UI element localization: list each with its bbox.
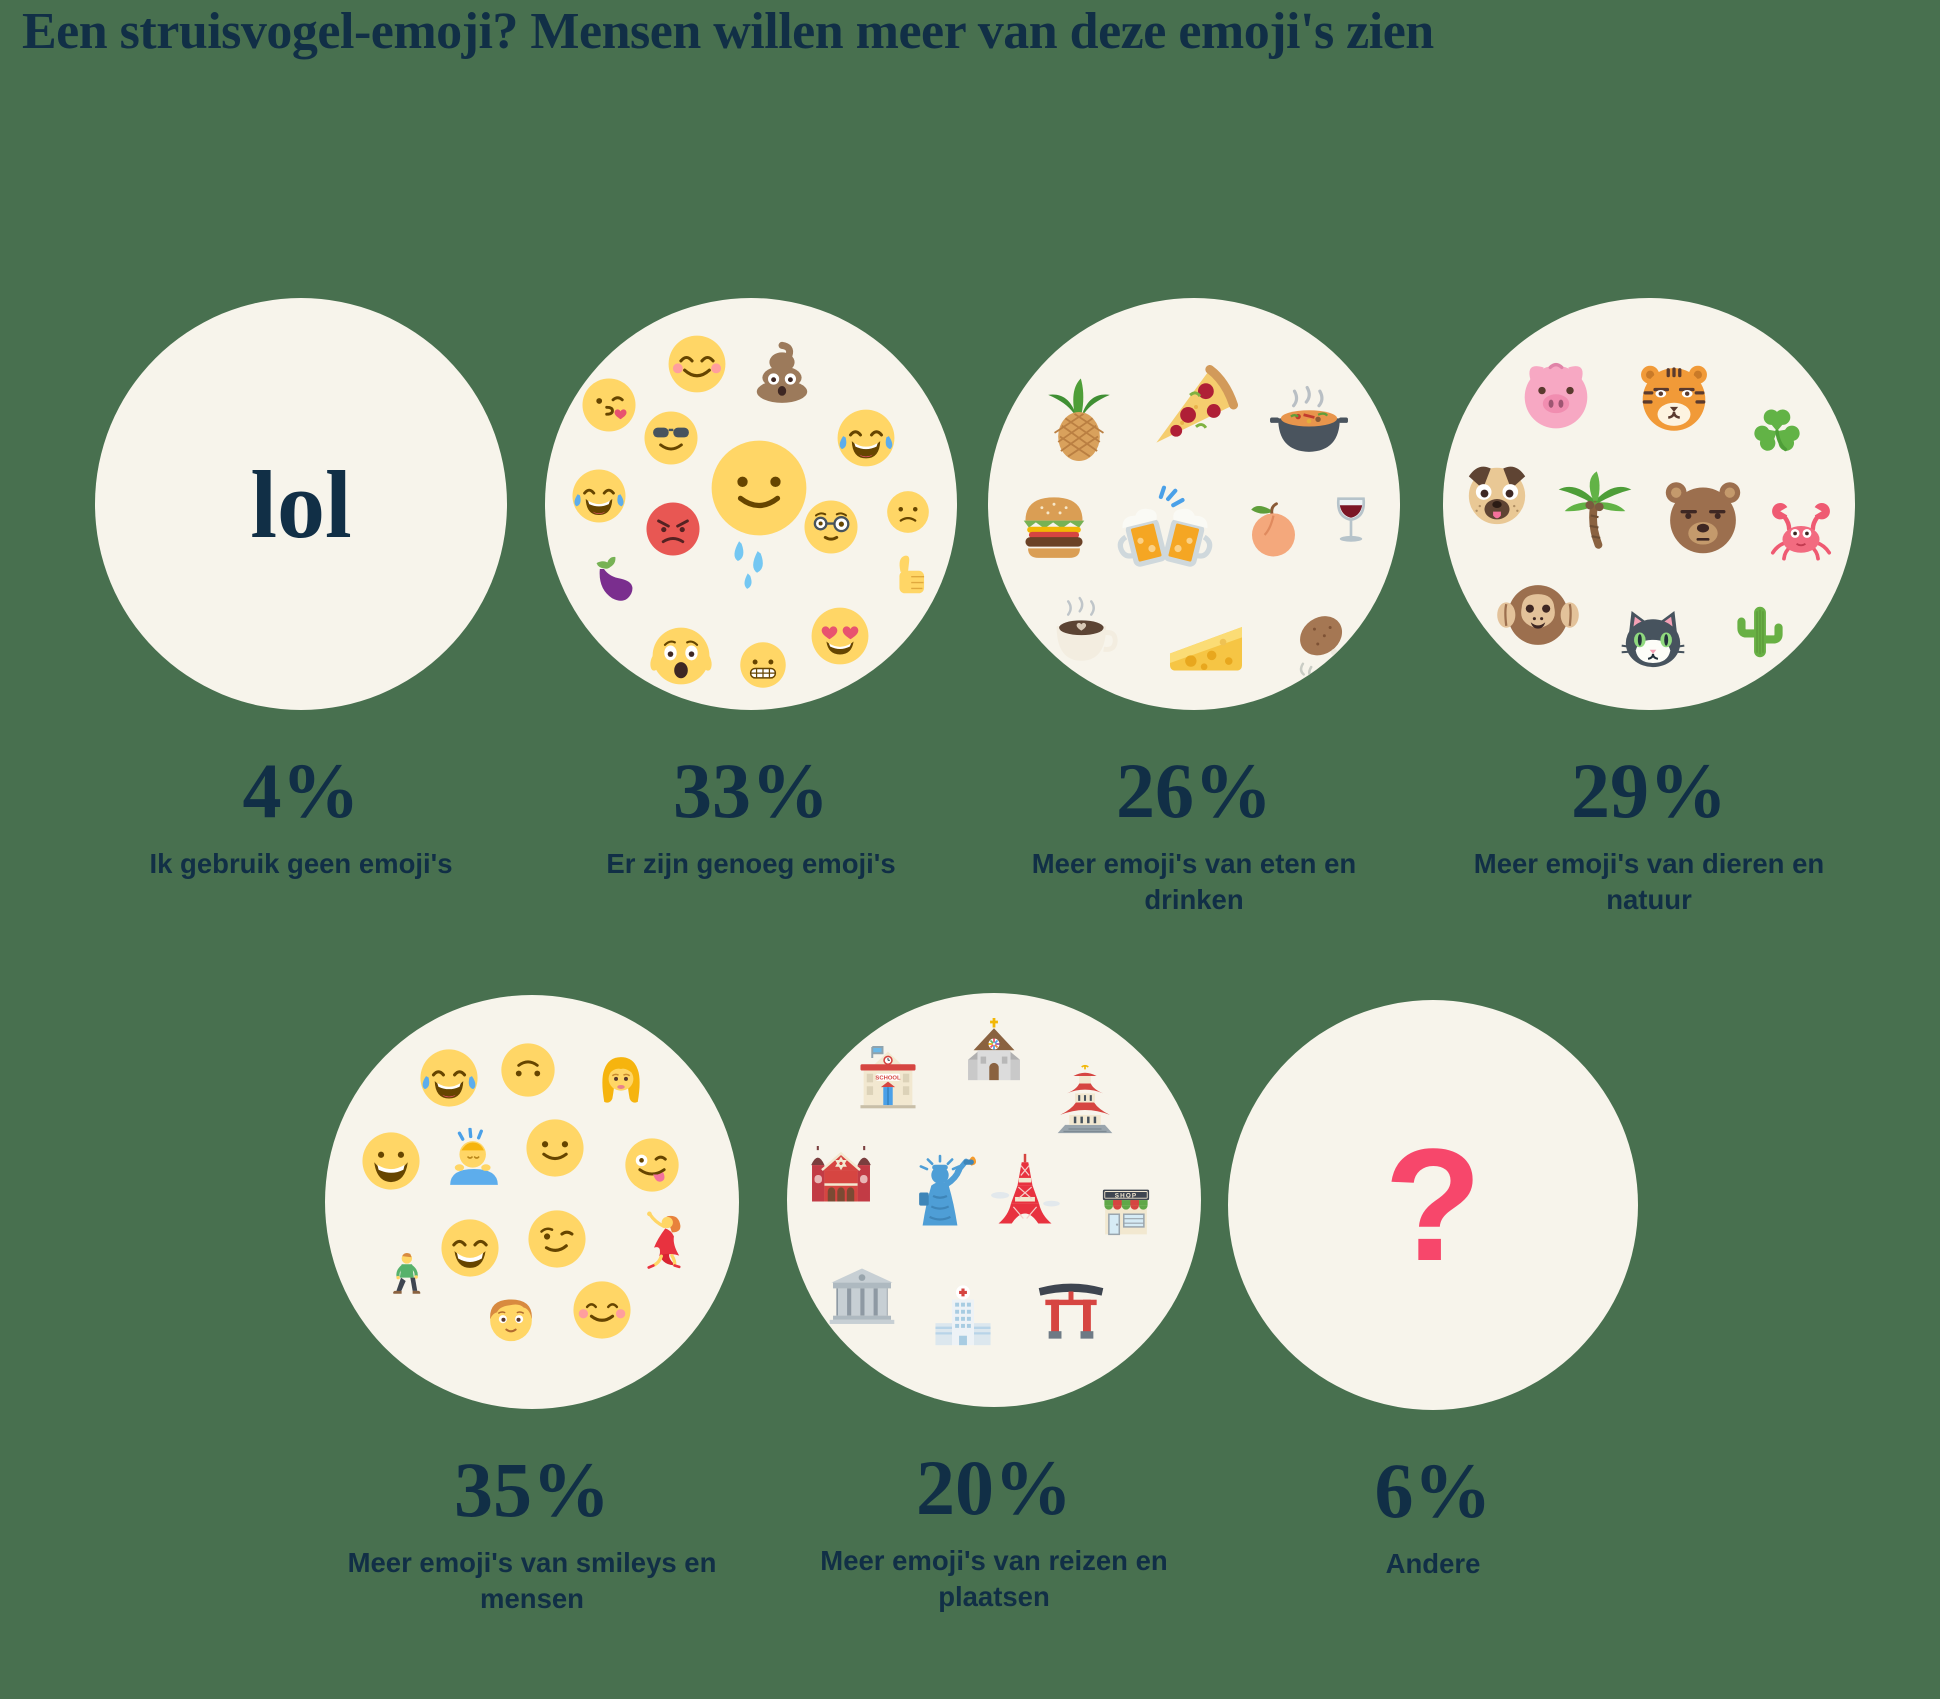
upside-down-face-icon (499, 1041, 557, 1099)
blond-woman-icon (590, 1051, 652, 1113)
pug-dog-face-icon (1457, 452, 1535, 530)
figure-dieren-natuur: 29% Meer emoji's van dieren en natuur (1443, 298, 1855, 917)
clinking-beer-mugs-icon (1114, 481, 1217, 584)
man-walking-icon (379, 1248, 437, 1306)
palm-tree-icon (1552, 469, 1639, 556)
face-with-tears-of-joy-icon (418, 1047, 480, 1109)
bear-face-icon (1659, 473, 1746, 560)
emoji-circle: SCHOOL SHOP (787, 993, 1201, 1407)
person-bowing-icon (441, 1127, 507, 1193)
hamburger-icon (1011, 481, 1098, 568)
crab-icon (1764, 492, 1838, 566)
hospital-icon (924, 1281, 1003, 1360)
statue-of-liberty-icon (897, 1152, 984, 1239)
thumbs-up-icon (881, 547, 935, 601)
grinning-face-icon (360, 1130, 422, 1192)
figure-geen-emoji: lol 4% Ik gebruik geen emoji's (95, 298, 507, 882)
figure-andere: ? 6% Andere (1228, 1000, 1638, 1582)
wine-glass-icon (1318, 492, 1384, 558)
percent-label: 33% (673, 747, 829, 834)
pizza-slice-icon (1145, 360, 1244, 459)
pile-of-poo-icon (747, 337, 817, 407)
caption-label: Meer emoji's van reizen en plaatsen (820, 1544, 1168, 1612)
angry-face-icon (644, 500, 702, 558)
figure-smileys-mensen: 35% Meer emoji's van smileys en mensen (325, 995, 739, 1616)
smiling-face-blush-icon (667, 333, 729, 395)
cheese-wedge-icon (1159, 597, 1254, 692)
page-title: Een struisvogel-emoji? Mensen willen mee… (22, 3, 1434, 60)
nerd-face-icon (802, 498, 860, 556)
question-mark: ? (1384, 1115, 1482, 1294)
face-screaming-in-fear-icon (650, 626, 712, 688)
cactus-icon (1723, 595, 1797, 669)
figure-eten-drinken: 26% Meer emoji's van eten en drinken (988, 298, 1400, 917)
percent-label: 26% (1116, 747, 1272, 834)
emoji-circle: lol (95, 298, 507, 710)
caption-label: Er zijn genoeg emoji's (606, 847, 896, 879)
eggplant-icon (578, 549, 644, 615)
slightly-frowning-face-icon (885, 490, 930, 535)
school-icon: SCHOOL (849, 1041, 928, 1120)
pig-face-icon (1515, 352, 1597, 434)
percent-label: 6% (1374, 1447, 1492, 1534)
smiling-face-sunglasses-icon (642, 409, 700, 467)
caption-label: Meer emoji's van smileys en mensen (347, 1546, 717, 1614)
emoji-circle (545, 298, 957, 710)
caption-label: Meer emoji's van dieren en natuur (1473, 847, 1825, 915)
woman-dancing-icon (627, 1210, 693, 1276)
percent-label: 35% (454, 1446, 610, 1533)
hot-beverage-icon (1042, 595, 1124, 677)
slightly-smiling-face-icon (708, 436, 811, 539)
hear-no-evil-monkey-icon (1492, 570, 1583, 661)
grimacing-face-icon (739, 640, 788, 689)
cat-face-icon (1612, 603, 1694, 685)
percent-label: 20% (916, 1444, 1072, 1531)
slightly-smiling-face-icon (524, 1117, 586, 1179)
smirking-wink-face-icon (526, 1208, 588, 1270)
poultry-leg-icon (1285, 603, 1367, 685)
face-blowing-kiss-icon (580, 376, 638, 434)
caption-label: Ik gebruik geen emoji's (149, 847, 453, 879)
tiger-face-icon (1633, 356, 1715, 438)
peach-icon (1235, 492, 1309, 566)
japanese-castle-icon (1044, 1063, 1127, 1146)
svg-text:SCHOOL: SCHOOL (876, 1076, 902, 1082)
convenience-store-icon: SHOP (1089, 1175, 1164, 1250)
church-icon (955, 1016, 1034, 1095)
face-with-tears-of-joy-icon (570, 467, 628, 525)
percent-label: 4% (242, 747, 360, 834)
shamrock-icon (1742, 399, 1812, 469)
face-with-tears-of-joy-icon (835, 407, 897, 469)
figure-genoeg-emoji: 33% Er zijn genoeg emoji's (545, 298, 957, 882)
percent-label: 29% (1571, 747, 1727, 834)
caption-label: Andere (1385, 1547, 1481, 1579)
sweat-droplets-icon (718, 535, 780, 597)
emoji-circle (988, 298, 1400, 710)
boy-face-icon (482, 1289, 540, 1347)
classical-building-icon (820, 1254, 903, 1337)
emoji-circle: ? (1228, 1000, 1638, 1410)
pineapple-icon (1033, 376, 1124, 467)
pot-of-food-icon (1264, 376, 1355, 467)
emoji-circle (1443, 298, 1855, 710)
winking-face-with-tongue-icon (623, 1136, 681, 1194)
lol-text: lol (250, 450, 352, 558)
synagogue-icon (799, 1134, 882, 1217)
tokyo-tower-icon (984, 1150, 1067, 1233)
caption-label: Meer emoji's van eten en drinken (1031, 847, 1357, 915)
shinto-shrine-icon (1029, 1266, 1112, 1349)
svg-text:SHOP: SHOP (1115, 1193, 1137, 1200)
smiling-face-closed-eyes-icon (571, 1279, 633, 1341)
smiling-face-heart-eyes-icon (809, 605, 871, 667)
beaming-face-icon (439, 1216, 501, 1278)
figure-reizen-plaatsen: SCHOOL SHOP 20% Meer emoji's van reizen en … (787, 993, 1201, 1614)
emoji-circle (325, 995, 739, 1409)
